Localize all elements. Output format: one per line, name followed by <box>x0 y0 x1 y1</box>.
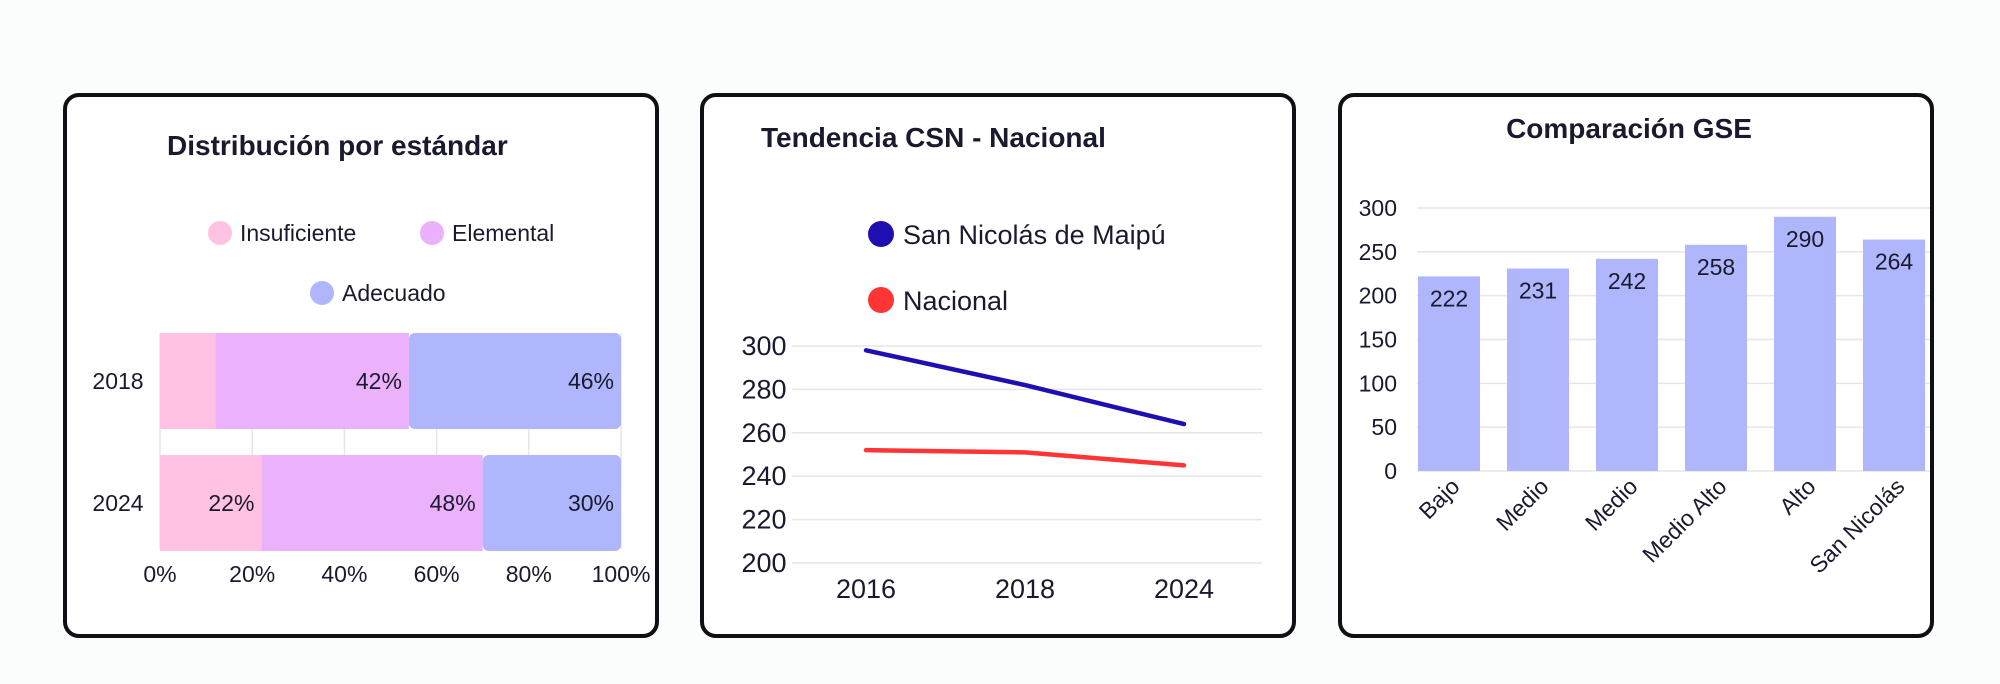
gse-chart: Comparación GSE 222 231 242 258 290 264 0 50 10… <box>1359 113 1930 578</box>
legend-label-elemental: Elemental <box>452 220 554 246</box>
trend-chart: Tendencia CSN - Nacional San Nicolás de … <box>741 122 1262 604</box>
y-tick-label: 100 <box>1359 370 1397 396</box>
data-label: 48% <box>430 490 476 516</box>
data-label: 42% <box>356 368 402 394</box>
y-tick-label: 280 <box>741 374 786 404</box>
legend-marker-elemental <box>420 221 444 245</box>
x-tick-label: Medio <box>1491 473 1554 536</box>
bar-medio-alto <box>1685 244 1747 471</box>
line-nacional <box>863 447 1187 468</box>
axis-ticks: 200 220 240 260 280 300 2016 2018 2024 <box>741 331 1214 604</box>
data-label: 22% <box>208 490 254 516</box>
trend-chart-panel: Tendencia CSN - Nacional San Nicolás de … <box>700 93 1296 638</box>
y-tick-label: 300 <box>741 331 786 361</box>
y-tick-label: 300 <box>1359 195 1397 221</box>
chart-title: Comparación GSE <box>1506 113 1752 144</box>
legend: San Nicolás de Maipú Nacional <box>868 220 1166 316</box>
data-label: 258 <box>1697 254 1735 280</box>
data-label: 222 <box>1430 285 1468 311</box>
axis-ticks: 0% 20% 40% 60% 80% 100% 2018 2024 <box>92 368 650 587</box>
legend-marker-insuficiente <box>208 221 232 245</box>
x-tick-label: Medio Alto <box>1637 473 1731 567</box>
lines <box>863 348 1187 468</box>
legend-label-san-nicolas-de-maipu: San Nicolás de Maipú <box>903 220 1166 250</box>
x-tick-label: Medio <box>1580 473 1643 536</box>
bar-segment-elemental <box>215 333 409 429</box>
x-tick-label: Bajo <box>1414 473 1465 524</box>
y-tick-label: 240 <box>741 461 786 491</box>
y-tick-label: 2024 <box>92 490 143 516</box>
legend-marker-nacional <box>868 287 894 313</box>
distribution-chart-panel: Distribución por estándar Insuficiente El… <box>63 93 659 638</box>
y-tick-label: 2018 <box>92 368 143 394</box>
data-label: 290 <box>1786 226 1824 252</box>
legend-marker-san-nicolas-de-maipu <box>868 221 894 247</box>
x-tick-label: 2018 <box>995 574 1055 604</box>
x-tick-label: 40% <box>321 561 367 587</box>
bar-bajo <box>1418 276 1480 471</box>
y-tick-label: 200 <box>1359 283 1397 309</box>
y-tick-label: 220 <box>741 505 786 535</box>
x-tick-label: 0% <box>143 561 176 587</box>
y-tick-label: 260 <box>741 418 786 448</box>
gse-chart-panel: Comparación GSE 222 231 242 258 290 264 0 50 10… <box>1338 93 1934 638</box>
data-label: 46% <box>568 368 614 394</box>
chart-title: Tendencia CSN - Nacional <box>761 122 1106 153</box>
distribution-chart: Distribución por estándar Insuficiente El… <box>92 130 650 587</box>
bar-segment-adecuado <box>408 333 621 429</box>
x-tick-label: 100% <box>592 561 651 587</box>
y-tick-label: 200 <box>741 548 786 578</box>
x-tick-label: 80% <box>506 561 552 587</box>
data-label: 30% <box>568 490 614 516</box>
bars: 42% 46% 22% 48% 30% <box>160 333 621 551</box>
x-tick-label: Alto <box>1774 473 1820 519</box>
grid <box>1417 207 1930 472</box>
bar-san-nicolas <box>1863 239 1925 471</box>
grid <box>792 345 1262 564</box>
x-tick-label: 20% <box>229 561 275 587</box>
data-label: 242 <box>1608 268 1646 294</box>
legend-label-insuficiente: Insuficiente <box>240 220 356 246</box>
bar-medio <box>1507 268 1569 471</box>
data-label: 264 <box>1875 249 1914 275</box>
legend-label-adecuado: Adecuado <box>342 280 446 306</box>
legend-label-nacional: Nacional <box>903 286 1008 316</box>
x-tick-label: 60% <box>414 561 460 587</box>
bars: 222 231 242 258 290 264 <box>1418 216 1925 471</box>
bar-segment-insuficiente <box>160 333 216 429</box>
bar-medio <box>1596 258 1658 471</box>
bar-segment-elemental <box>261 455 483 551</box>
data-label: 231 <box>1519 277 1557 303</box>
y-tick-label: 0 <box>1384 458 1397 484</box>
y-tick-label: 250 <box>1359 239 1397 265</box>
chart-title: Distribución por estándar <box>167 130 508 161</box>
bar-segment-insuficiente <box>160 455 262 551</box>
x-tick-label: 2016 <box>836 574 896 604</box>
line-san-nicolas-de-maipu <box>863 348 1187 427</box>
x-tick-label: 2024 <box>1154 574 1214 604</box>
legend: Insuficiente Elemental Adecuado <box>208 220 554 306</box>
legend-marker-adecuado <box>310 281 334 305</box>
x-tick-label: San Nicolás <box>1804 473 1909 578</box>
bar-segment-adecuado <box>482 455 621 551</box>
y-tick-label: 50 <box>1371 414 1397 440</box>
bar-alto <box>1774 216 1836 471</box>
y-tick-label: 150 <box>1359 327 1397 353</box>
